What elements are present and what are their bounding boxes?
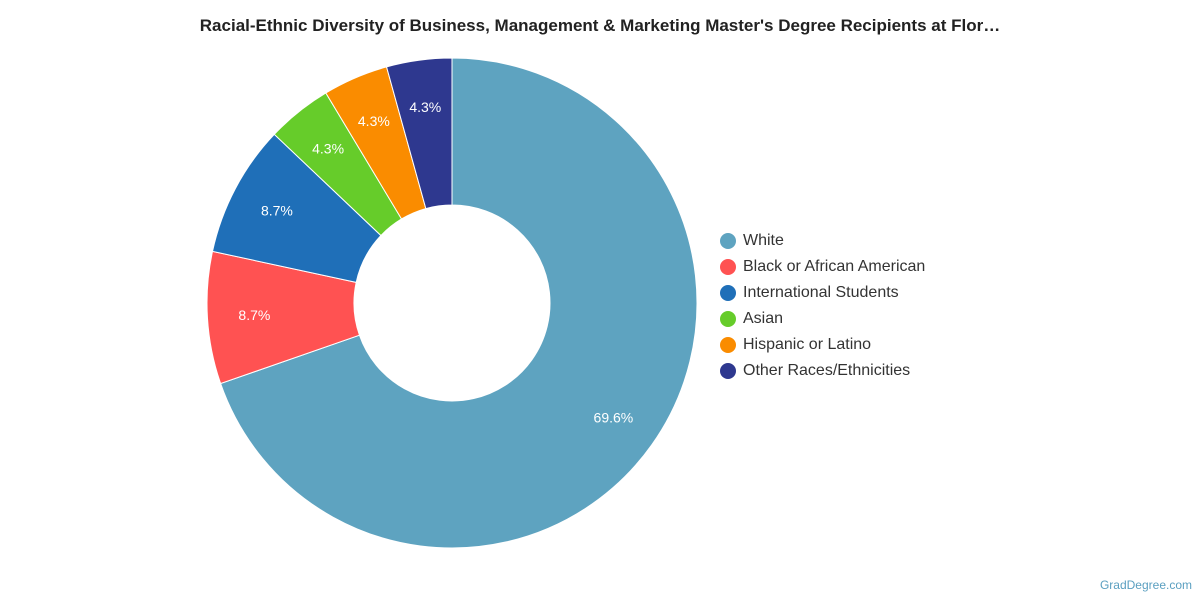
legend-label: Other Races/Ethnicities — [743, 362, 911, 379]
legend-item-asian[interactable]: Asian — [720, 306, 925, 332]
slice-label-international-students: 8.7% — [261, 203, 293, 219]
slice-other-races-ethnicities[interactable] — [385, 57, 453, 210]
chart-title: Racial-Ethnic Diversity of Business, Man… — [199, 16, 1001, 35]
legend-label: Asian — [743, 310, 784, 327]
legend-marker-icon — [720, 233, 736, 249]
legend-marker-icon — [720, 259, 736, 275]
legend-label: International Students — [743, 284, 899, 301]
legend-marker-icon — [720, 311, 736, 327]
slice-label-asian: 4.3% — [312, 141, 344, 157]
legend-label: Hispanic or Latino — [743, 336, 872, 353]
legend-label: White — [743, 232, 784, 249]
legend-marker-icon — [720, 337, 736, 353]
legend-marker-icon — [720, 363, 736, 379]
legend-item-white[interactable]: White — [720, 228, 925, 254]
slice-label-white: 69.6% — [594, 410, 634, 426]
legend-label: Black or African American — [743, 258, 926, 275]
legend-item-international-students[interactable]: International Students — [720, 280, 925, 306]
slice-label-other-races-ethnicities: 4.3% — [409, 99, 441, 115]
legend-item-hispanic-or-latino[interactable]: Hispanic or Latino — [720, 332, 925, 358]
credit-link[interactable]: GradDegree.com — [1099, 578, 1192, 592]
legend-item-black-or-african-american[interactable]: Black or African American — [720, 254, 925, 280]
legend-marker-icon — [720, 285, 736, 301]
chart-legend: White Black or African American Internatio… — [720, 228, 925, 384]
slice-label-hispanic-or-latino: 4.3% — [358, 113, 390, 129]
legend-item-other-races-ethnicities[interactable]: Other Races/Ethnicities — [720, 358, 925, 384]
slice-white[interactable] — [219, 57, 698, 549]
slice-label-black-or-african-american: 8.7% — [238, 307, 270, 323]
